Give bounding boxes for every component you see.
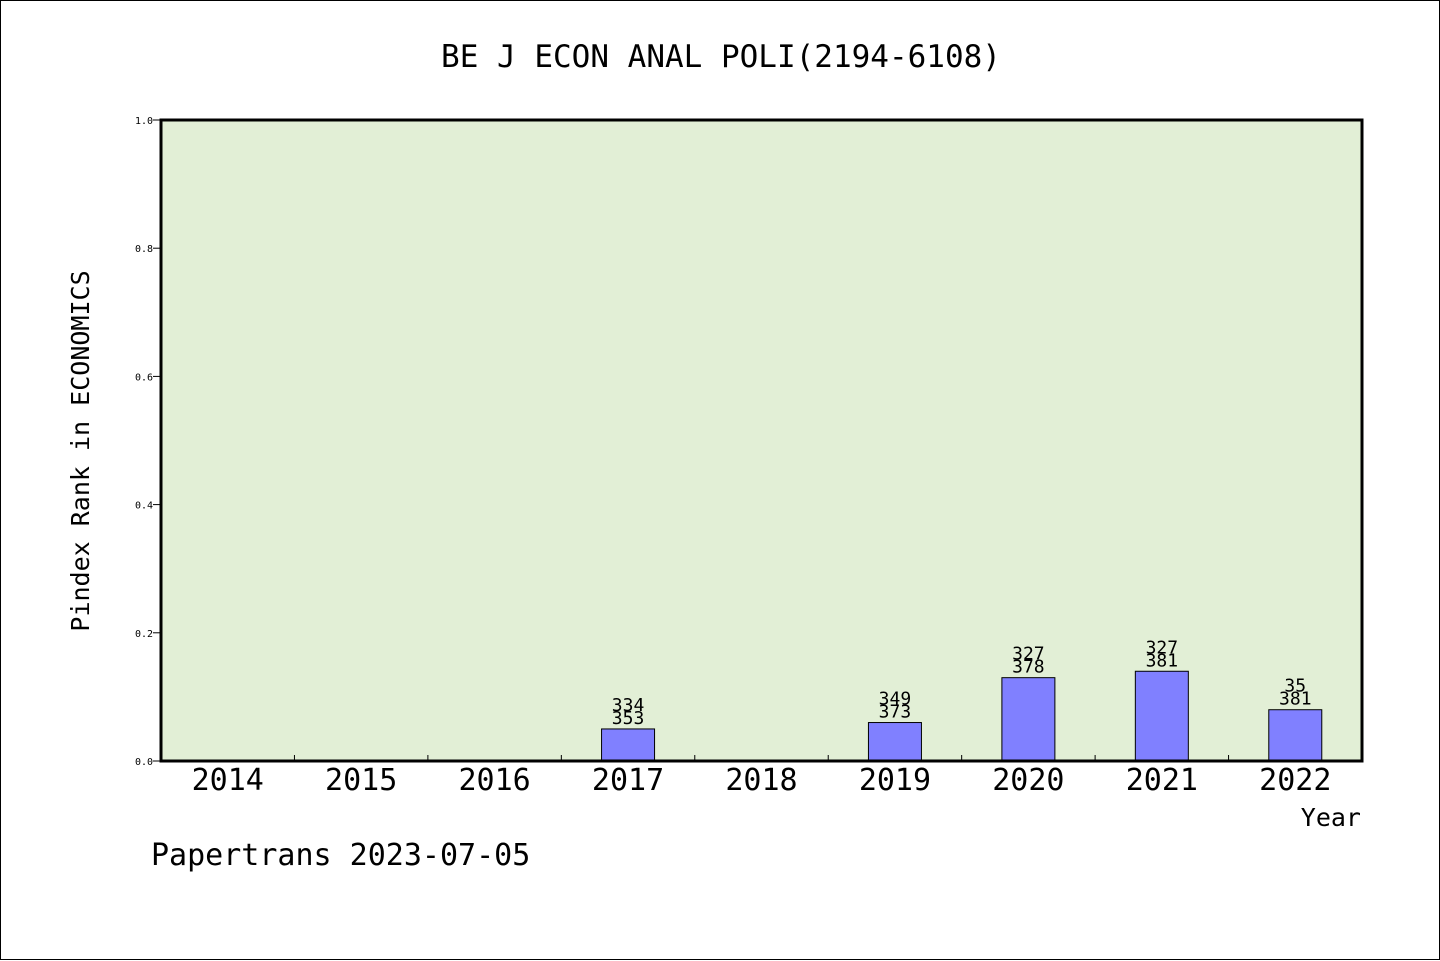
y-tick-label: 0.4 [135, 501, 153, 512]
data-label-bottom: 381 [1146, 650, 1179, 671]
footer-credit: Papertrans 2023-07-05 [151, 838, 530, 873]
plot-border [159, 118, 1364, 763]
data-label-top: 334 [612, 695, 645, 716]
data-label-bottom: 378 [1012, 657, 1045, 678]
x-tick-label: 2020 [992, 763, 1064, 798]
y-tick-label: 1.0 [135, 116, 153, 127]
x-tick-label: 2017 [592, 763, 664, 798]
x-tick-label: 2018 [725, 763, 797, 798]
x-tick-label: 2015 [325, 763, 397, 798]
data-label-top: 327 [1012, 644, 1045, 665]
x-tick-label: 2016 [458, 763, 530, 798]
x-tick-label: 2021 [1126, 763, 1198, 798]
x-axis-label: Year [1301, 803, 1361, 832]
data-label-top: 35 [1284, 676, 1306, 697]
plot-area [161, 120, 1362, 761]
data-label-bottom: 373 [879, 702, 912, 723]
y-tick-label: 0.6 [135, 372, 153, 383]
bar [1001, 677, 1056, 762]
y-tick-label: 0.0 [135, 757, 153, 768]
y-tick-label: 0.8 [135, 244, 153, 255]
bar [867, 722, 922, 762]
bar [1268, 709, 1323, 762]
y-axis-label: Pindex Rank in ECONOMICS [66, 270, 95, 631]
data-label-top: 349 [879, 689, 912, 710]
x-tick-label: 2022 [1259, 763, 1331, 798]
data-label-bottom: 381 [1279, 689, 1312, 710]
x-tick-label: 2019 [859, 763, 931, 798]
bar-series [601, 670, 1323, 762]
data-label-top: 327 [1146, 637, 1179, 658]
bar [1134, 670, 1189, 762]
x-axis-ticks: 2014 2015 2016 2017 2018 2019 2020 2021 2022 [192, 755, 1331, 798]
x-tick-label: 2014 [192, 763, 264, 798]
chart-title: BE J ECON ANAL POLI(2194-6108) [441, 39, 1001, 75]
data-label-bottom: 353 [612, 708, 645, 729]
y-axis-ticks: 0.0 0.2 0.4 0.6 0.8 1.0 [135, 116, 161, 768]
y-tick-label: 0.2 [135, 629, 153, 640]
bar [601, 728, 656, 762]
